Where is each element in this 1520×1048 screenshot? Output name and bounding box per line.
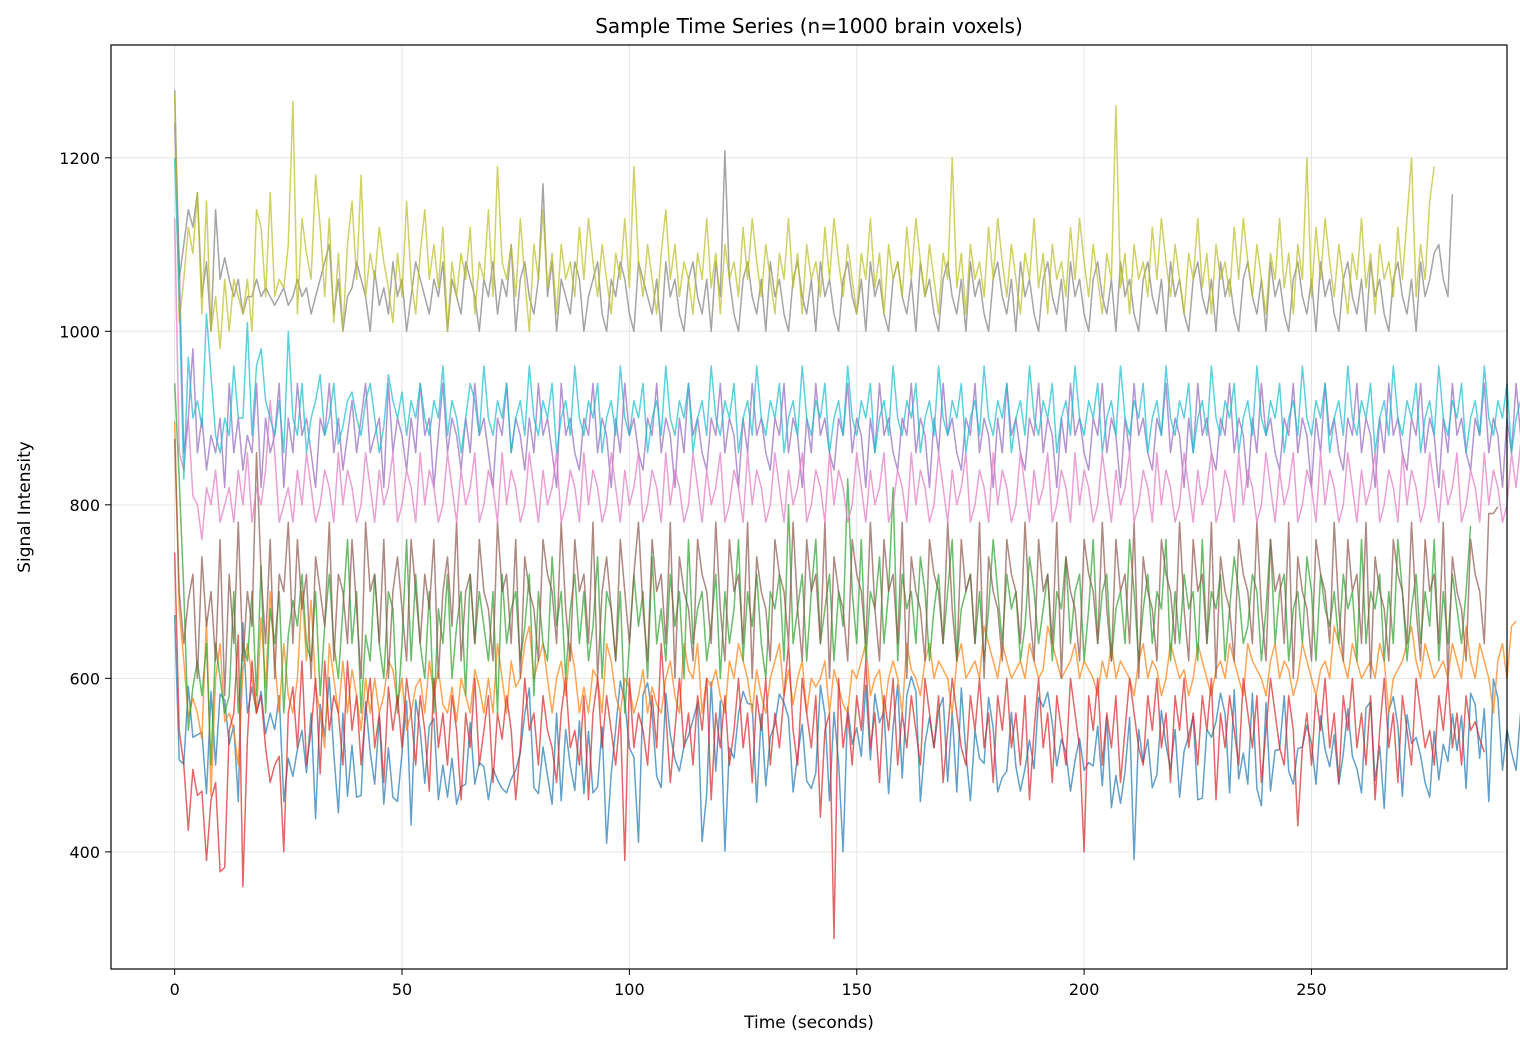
series-line-7 xyxy=(173,218,1520,541)
x-tick-label: 50 xyxy=(392,980,412,999)
series-line-4 xyxy=(173,552,1486,940)
x-axis-label: Time (seconds) xyxy=(743,1013,874,1033)
x-tick-label: 150 xyxy=(841,980,872,999)
series-line-1 xyxy=(173,614,1520,861)
series-line-6 xyxy=(173,438,1499,697)
chart-title: Sample Time Series (n=1000 brain voxels) xyxy=(595,14,1023,38)
y-tick-label: 400 xyxy=(69,843,100,862)
series-line-10 xyxy=(173,157,1520,480)
y-tick-label: 1200 xyxy=(59,149,100,168)
y-axis: 400 600 800 1000 1200 xyxy=(59,149,111,862)
series-line-8 xyxy=(173,90,1454,333)
y-axis-label: Signal Intensity xyxy=(15,441,35,573)
plot-frame xyxy=(110,44,1508,970)
grid xyxy=(111,45,1507,969)
y-tick-label: 600 xyxy=(69,669,100,688)
y-tick-label: 1000 xyxy=(59,322,100,341)
data-lines xyxy=(173,90,1520,940)
series-line-9 xyxy=(173,92,1435,350)
x-axis: 0 50 100 150 200 250 xyxy=(170,969,1327,999)
x-tick-label: 200 xyxy=(1069,980,1100,999)
y-tick-label: 800 xyxy=(69,496,100,515)
x-tick-label: 100 xyxy=(614,980,645,999)
x-tick-label: 0 xyxy=(170,980,180,999)
x-tick-label: 250 xyxy=(1296,980,1327,999)
series-line-5 xyxy=(173,123,1520,489)
